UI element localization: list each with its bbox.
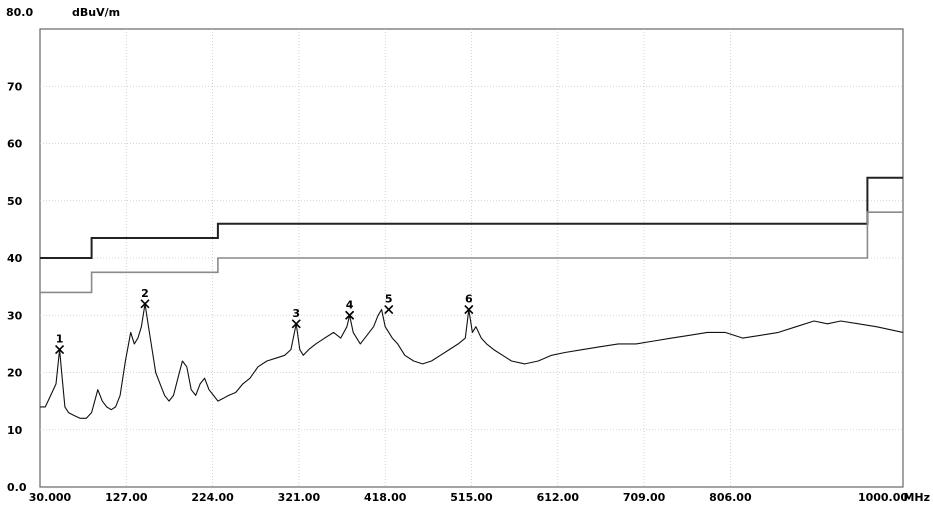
- y-tick-label: 30: [7, 309, 23, 322]
- x-tick-label: 224.00: [191, 491, 234, 504]
- marker-cross: [384, 304, 394, 315]
- x-tick-label: 418.00: [364, 491, 407, 504]
- peak-marker: 2: [140, 287, 150, 309]
- y-tick-label: 50: [7, 195, 23, 208]
- x-tick-label: 30.000: [29, 491, 72, 504]
- trace-line: [40, 303, 904, 419]
- measurement-trace: [40, 303, 904, 419]
- peak-marker: 4: [345, 298, 355, 320]
- limit-line: [40, 176, 903, 259]
- marker-label: 6: [465, 293, 473, 306]
- x-tick-label: 321.00: [278, 491, 321, 504]
- y-tick-label: 80.0: [6, 6, 33, 19]
- x-tick-label: 612.00: [537, 491, 580, 504]
- marker-cross: [55, 345, 65, 355]
- x-tick-label: 127.00: [105, 491, 148, 504]
- y-tick-label: 40: [7, 252, 23, 265]
- y-tick-label: 0.0: [7, 481, 27, 494]
- peak-marker: 6: [464, 293, 474, 315]
- peak-marker: 3: [291, 307, 301, 329]
- x-tick-label: 709.00: [623, 491, 666, 504]
- x-tick-label: 515.00: [450, 491, 493, 504]
- x-axis-unit: MHz: [903, 491, 930, 504]
- x-tick-label: 1000.00: [858, 491, 908, 504]
- marker-cross: [291, 319, 301, 329]
- peak-marker: 5: [384, 293, 394, 315]
- peak-marker: 1: [55, 333, 65, 355]
- y-tick-label: 70: [7, 80, 23, 93]
- x-tick-label: 806.00: [709, 491, 752, 504]
- marker-label: 5: [385, 293, 393, 306]
- y-tick-label: 20: [7, 367, 23, 380]
- limit-lines: [40, 176, 903, 294]
- margin-line: [40, 211, 903, 294]
- marker-cross: [464, 304, 474, 315]
- y-tick-label: 60: [7, 138, 23, 151]
- marker-cross: [345, 310, 355, 320]
- marker-label: 4: [346, 298, 354, 311]
- y-axis-unit: dBuV/m: [72, 6, 120, 19]
- marker-label: 3: [292, 307, 300, 320]
- marker-label: 2: [141, 287, 149, 300]
- marker-label: 1: [56, 333, 64, 346]
- y-axis-ticks: 80.0 70 60 50 40 30 20 10 0.0: [6, 6, 33, 494]
- x-axis-ticks: 30.000 127.00 224.00 321.00 418.00 515.00 612.…: [29, 491, 909, 504]
- y-tick-label: 10: [7, 424, 23, 437]
- peak-markers: 1 2 3 4 5 6: [55, 287, 474, 355]
- marker-cross: [140, 299, 150, 309]
